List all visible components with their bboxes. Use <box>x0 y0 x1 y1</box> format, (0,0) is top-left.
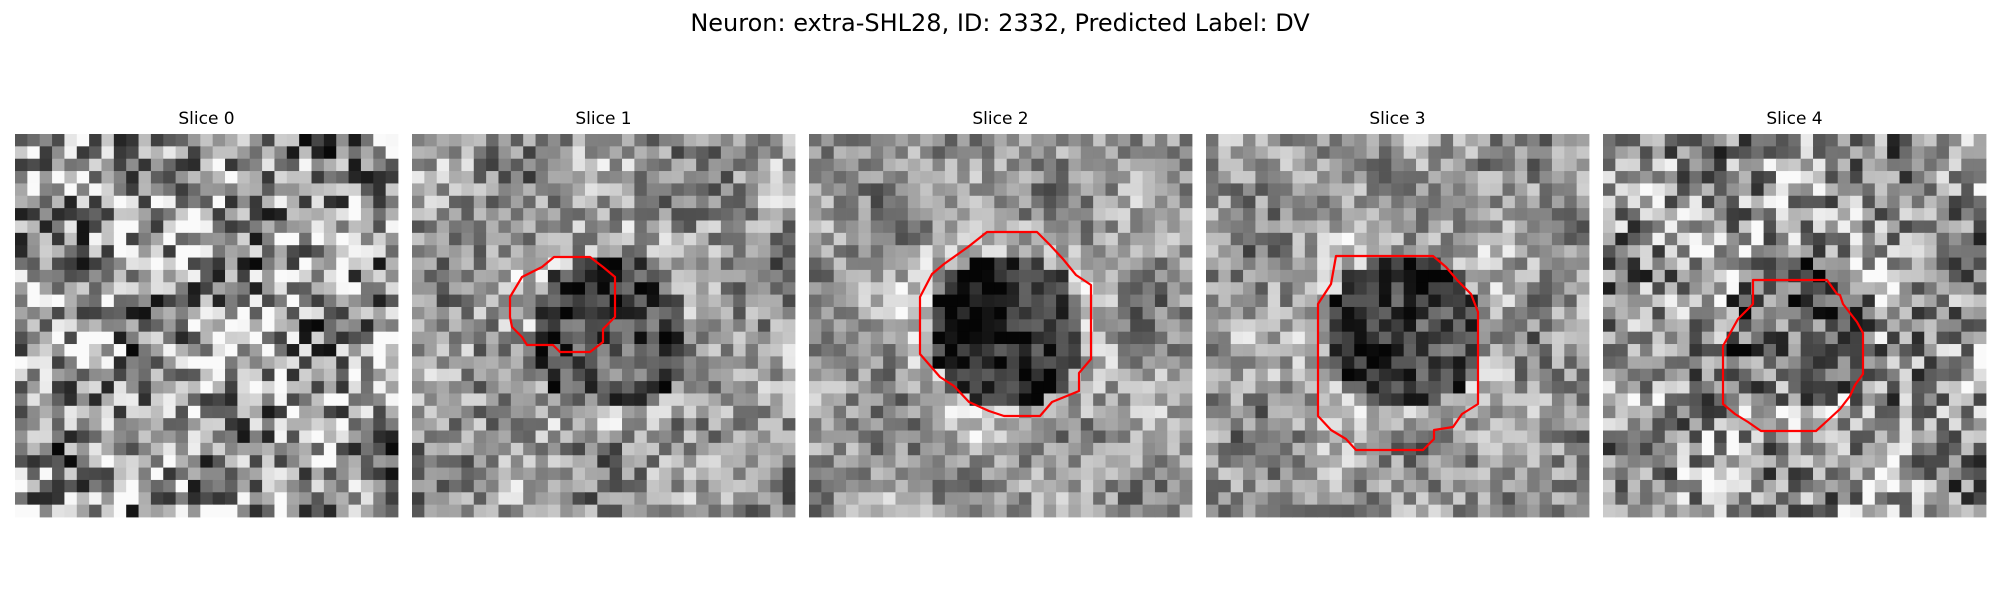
slice-image <box>809 134 1192 517</box>
pixel-mosaic <box>1206 134 1589 517</box>
slice-title: Slice 1 <box>412 108 795 130</box>
pixel-mosaic <box>412 134 795 517</box>
slice-image <box>1206 134 1589 517</box>
slice-image <box>15 134 398 517</box>
slice-image <box>1603 134 1986 517</box>
slice-title: Slice 2 <box>809 108 1192 130</box>
slice-title: Slice 3 <box>1206 108 1589 130</box>
pixel-mosaic <box>809 134 1192 517</box>
figure-title: Neuron: extra-SHL28, ID: 2332, Predicted… <box>0 8 2000 38</box>
slice-image <box>412 134 795 517</box>
pixel-mosaic <box>1603 134 1986 517</box>
pixel-mosaic <box>15 134 398 517</box>
slice-title: Slice 4 <box>1603 108 1986 130</box>
slice-title: Slice 0 <box>15 108 398 130</box>
